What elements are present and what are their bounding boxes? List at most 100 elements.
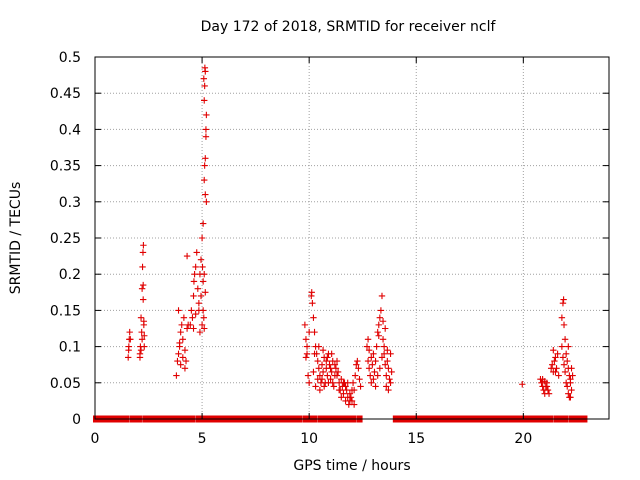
data-point: [202, 126, 210, 133]
data-point: [379, 336, 387, 343]
data-point: [562, 379, 570, 386]
data-point: [305, 328, 313, 336]
data-point: [372, 383, 379, 390]
data-point: [141, 332, 148, 339]
data-point: [374, 328, 381, 336]
data-point: [338, 394, 345, 401]
data-point: [323, 357, 330, 365]
data-point: [559, 299, 567, 307]
data-point: [562, 350, 570, 358]
data-point: [190, 292, 197, 300]
data-point: [553, 365, 560, 372]
data-point: [344, 379, 351, 386]
data-point: [139, 281, 147, 289]
data-point: [315, 365, 323, 372]
data-point: [569, 372, 576, 379]
data-point: [552, 354, 559, 361]
data-point: [202, 191, 209, 198]
data-point: [139, 249, 147, 256]
data-point: [126, 328, 133, 336]
data-point: [550, 347, 557, 354]
x-axis-label: GPS time / hours: [293, 458, 410, 474]
data-point: [199, 263, 206, 271]
data-point: [330, 383, 337, 390]
y-tick-label: 0.45: [50, 86, 81, 102]
data-point: [376, 365, 384, 372]
y-tick-label: 0.2: [59, 267, 81, 283]
data-point: [364, 336, 372, 343]
data-point: [378, 354, 386, 361]
data-point: [203, 111, 210, 119]
data-point: [202, 155, 209, 162]
data-point: [198, 321, 206, 329]
data-point: [381, 361, 389, 368]
data-point: [340, 390, 347, 397]
data-point: [318, 361, 326, 368]
data-point: [367, 372, 374, 379]
data-point: [349, 379, 357, 386]
data-point: [333, 372, 341, 379]
y-tick-label: 0.25: [50, 231, 81, 247]
data-point: [320, 383, 328, 390]
data-point: [195, 299, 203, 307]
data-point: [357, 383, 364, 390]
data-point: [201, 325, 208, 332]
data-point: [200, 75, 207, 82]
x-tick-label: 5: [198, 431, 207, 447]
data-point: [124, 354, 132, 361]
data-point: [301, 321, 309, 329]
data-point: [375, 321, 382, 329]
data-point: [201, 176, 208, 184]
data-point: [346, 390, 354, 397]
data-point: [353, 361, 360, 368]
data-point: [201, 82, 208, 90]
data-point: [332, 365, 340, 372]
data-point: [335, 386, 343, 394]
data-point: [305, 379, 313, 386]
data-point: [568, 365, 575, 372]
data-point: [183, 252, 191, 260]
plot-frame: [94, 56, 610, 420]
data-point: [338, 375, 345, 383]
data-point: [543, 383, 551, 390]
data-point: [368, 354, 375, 361]
data-point: [346, 397, 354, 405]
data-point: [328, 350, 335, 358]
data-point: [191, 271, 198, 278]
data-point: [173, 372, 180, 379]
data-point: [352, 372, 359, 379]
data-point: [189, 314, 196, 321]
data-point: [363, 343, 371, 350]
data-point: [302, 354, 310, 361]
data-point: [551, 357, 558, 365]
data-point: [188, 307, 195, 314]
data-point: [365, 347, 373, 354]
data-point: [316, 372, 324, 379]
data-point: [199, 220, 207, 227]
y-tick-label: 0.1: [59, 340, 81, 356]
y-tick-label: 0: [72, 412, 81, 428]
axis-ticks: [94, 56, 609, 420]
data-point: [137, 347, 145, 354]
data-point: [564, 383, 571, 390]
data-point: [192, 310, 199, 318]
data-points: [124, 64, 576, 408]
data-point: [564, 357, 571, 365]
data-point: [315, 343, 323, 350]
data-point: [370, 375, 377, 383]
data-point: [544, 386, 552, 394]
data-point: [177, 328, 184, 336]
data-point: [202, 133, 210, 140]
data-point: [193, 249, 200, 256]
data-point: [312, 383, 319, 390]
data-point: [334, 368, 342, 376]
data-point: [371, 368, 378, 376]
x-tick-labels: 0 5 10 15 20: [91, 431, 533, 447]
data-point: [329, 357, 336, 365]
data-point: [176, 339, 183, 347]
data-point: [364, 357, 372, 365]
y-tick-labels: 0 0.05 0.1 0.15 0.2 0.25 0.3 0.35 0.4 0.45 0.5: [50, 50, 81, 428]
data-point: [190, 278, 198, 285]
data-point: [319, 347, 327, 354]
data-point: [347, 394, 355, 401]
